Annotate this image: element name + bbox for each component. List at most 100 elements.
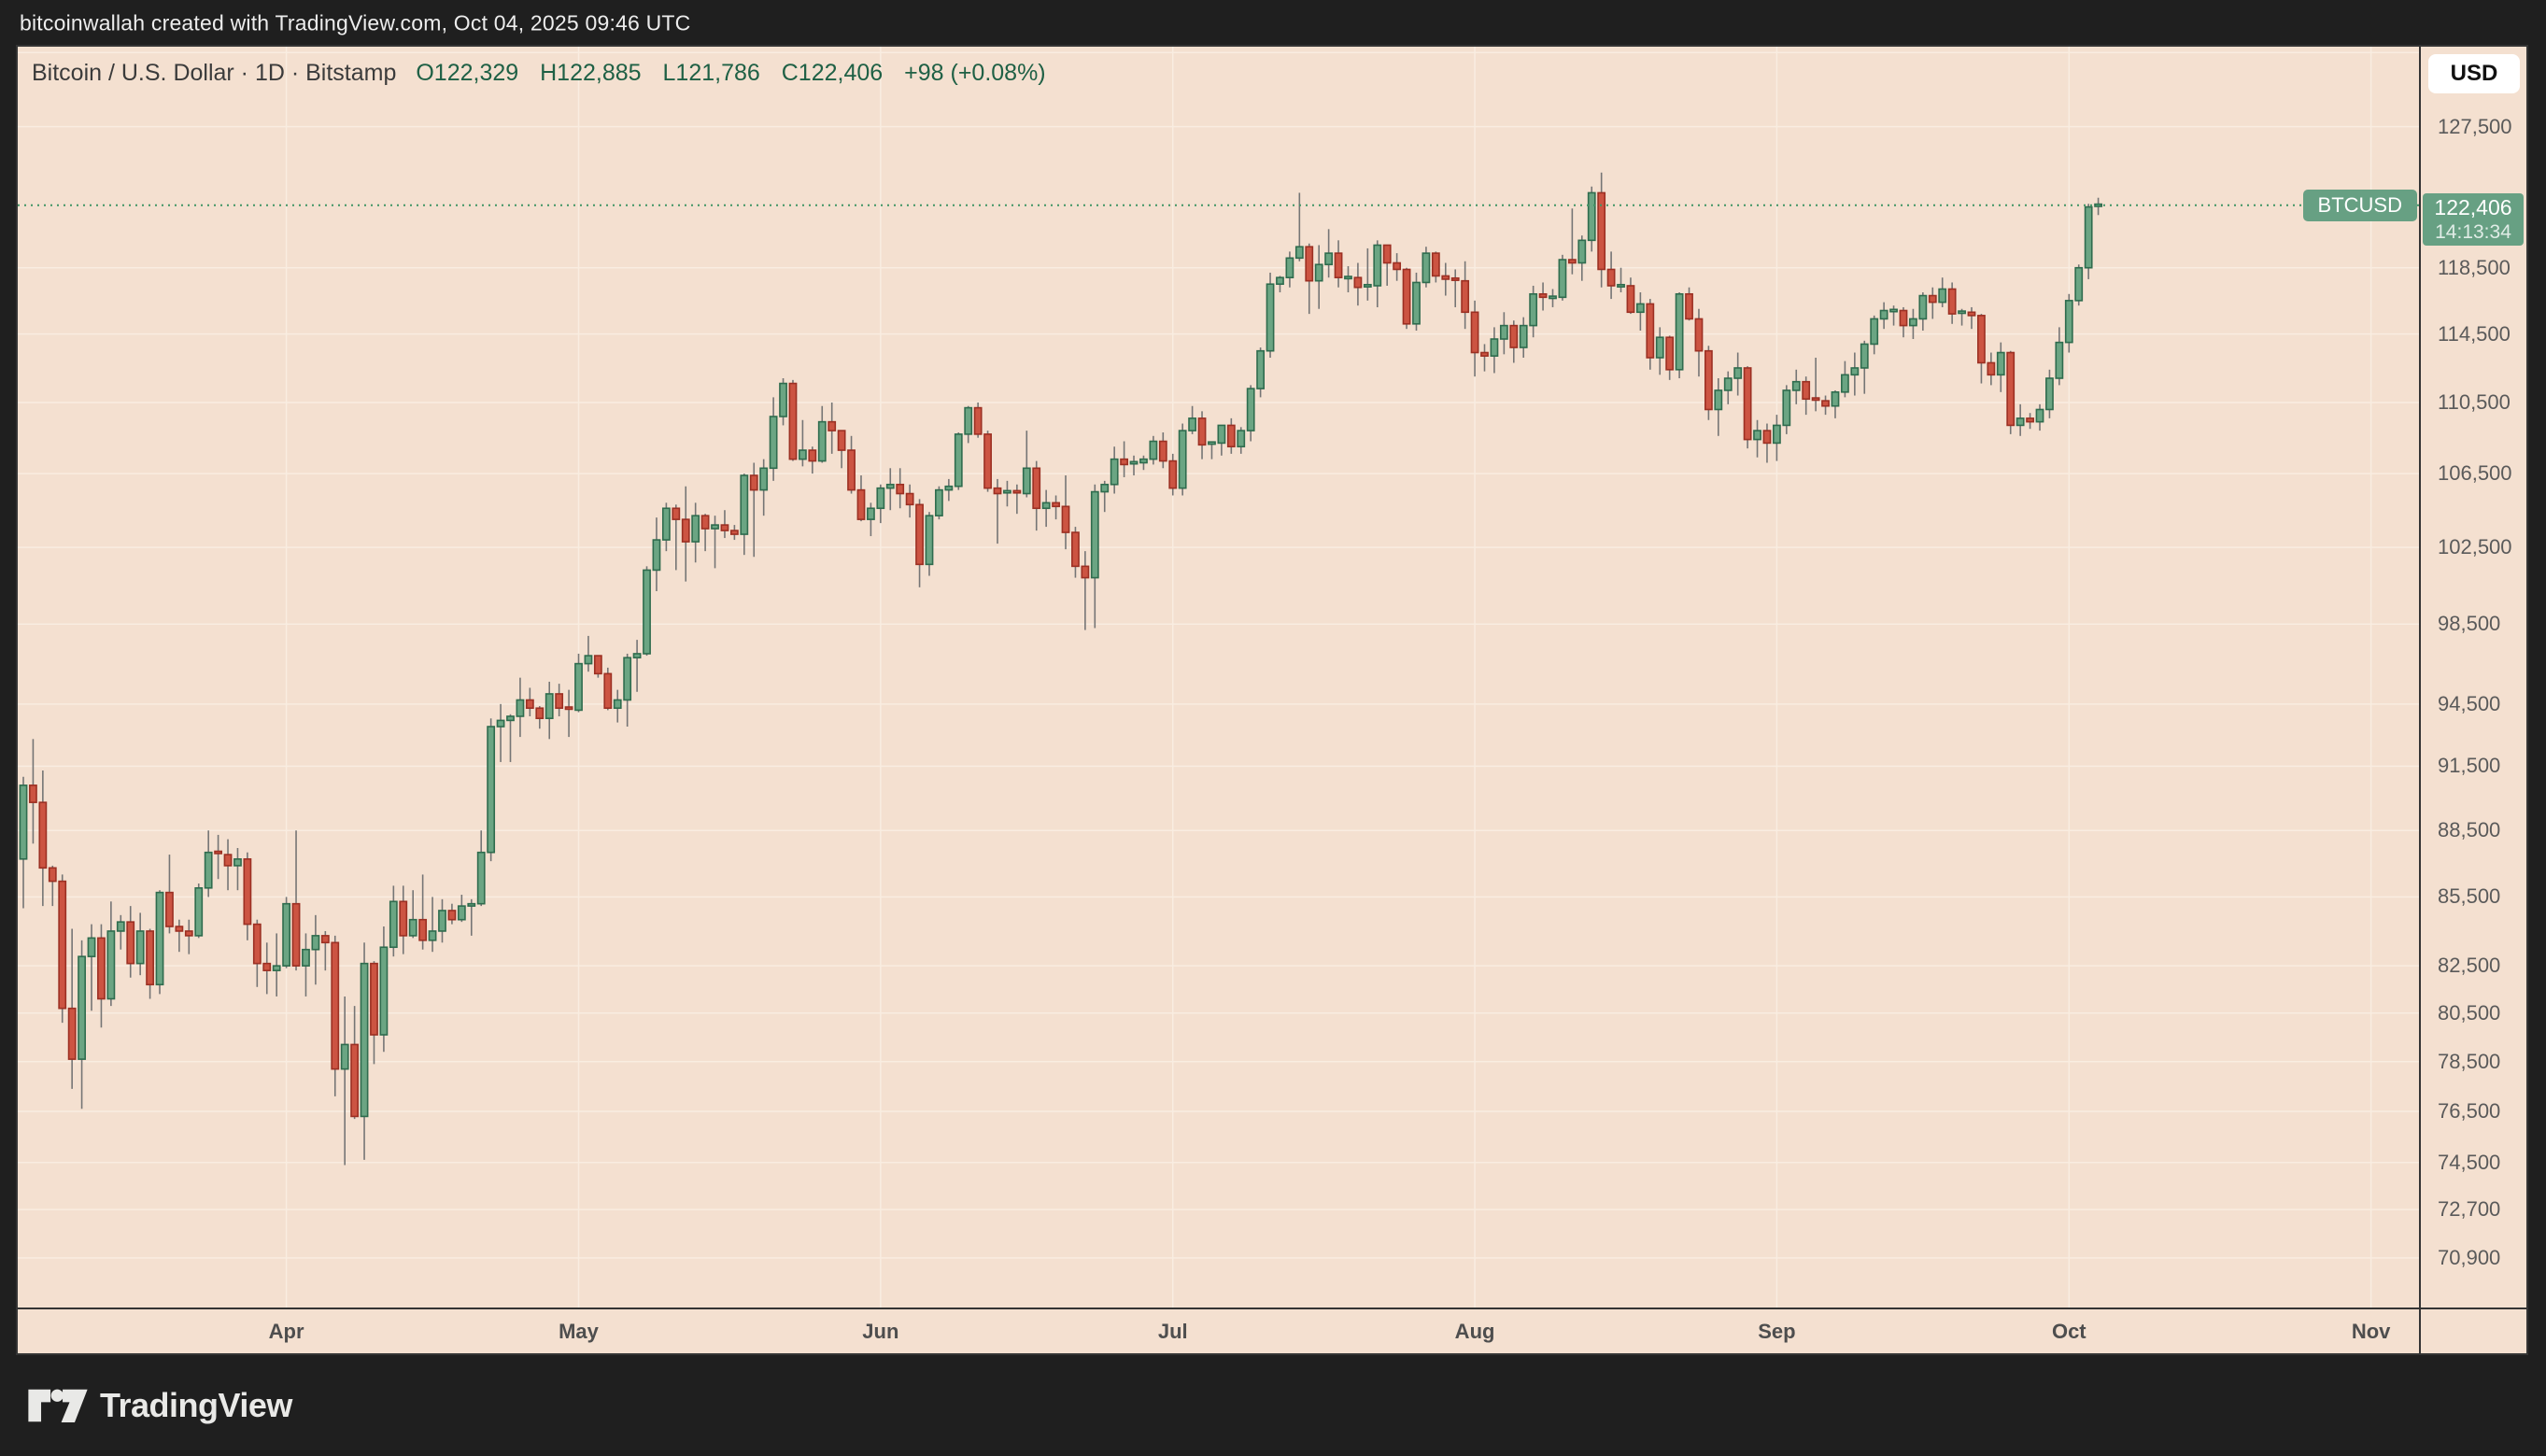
- candle: [700, 514, 710, 552]
- candle: [1003, 480, 1011, 507]
- candle: [487, 718, 496, 862]
- candle-body: [1879, 309, 1888, 320]
- candle-body: [1226, 424, 1236, 448]
- time-axis-label: Jul: [1157, 1319, 1188, 1343]
- candle-body: [1003, 489, 1011, 494]
- attribution-bar: bitcoinwallah created with TradingView.c…: [0, 0, 2546, 46]
- candle-body: [1158, 440, 1167, 462]
- candle: [1353, 262, 1363, 306]
- price-axis-label: 118,500: [2438, 255, 2511, 279]
- candlestick-chart[interactable]: [18, 47, 2419, 1308]
- price-axis-label: 114,500: [2438, 321, 2511, 346]
- candle-body: [1646, 303, 1655, 359]
- candle-body: [808, 449, 817, 462]
- candle-body: [2016, 417, 2025, 427]
- candle: [350, 1006, 360, 1120]
- candle-body: [1743, 367, 1752, 441]
- chart-frame: Bitcoin / U.S. Dollar · 1D · Bitstamp O1…: [16, 45, 2528, 1355]
- candle: [1256, 347, 1266, 398]
- ohlc-low: L121,786: [662, 60, 760, 86]
- candle: [827, 402, 837, 454]
- candle-body: [165, 891, 174, 927]
- candle-body: [1704, 349, 1713, 411]
- candle-body: [1139, 458, 1148, 464]
- footer-bar: TradingView: [0, 1355, 2546, 1456]
- candle-body: [1529, 292, 1538, 327]
- candle-body: [1110, 458, 1119, 486]
- candle-body: [1617, 283, 1625, 288]
- candle-body: [817, 420, 827, 462]
- candle: [1344, 265, 1352, 293]
- candle: [106, 901, 116, 1007]
- candle: [1958, 308, 1966, 326]
- chart-pane[interactable]: Bitcoin / U.S. Dollar · 1D · Bitstamp O1…: [18, 47, 2419, 1308]
- candle-body: [759, 467, 769, 491]
- candle: [564, 689, 573, 738]
- candle: [126, 906, 135, 978]
- symbol-price-label: BTCUSD: [2302, 189, 2417, 221]
- chart-legend: Bitcoin / U.S. Dollar · 1D · Bitstamp O1…: [32, 60, 1061, 87]
- candle-body: [116, 921, 125, 932]
- candle: [1061, 475, 1070, 550]
- candle-body: [1850, 367, 1860, 376]
- candle-body: [1597, 191, 1606, 271]
- candle-body: [1285, 257, 1294, 278]
- candle-body: [399, 900, 408, 937]
- candle: [555, 684, 564, 716]
- candle-body: [272, 965, 281, 971]
- candle: [1646, 299, 1655, 370]
- candle: [2084, 204, 2093, 279]
- candle: [1276, 276, 1284, 293]
- candle: [135, 912, 145, 976]
- candle-body: [2074, 266, 2084, 302]
- candle: [1753, 419, 1761, 458]
- candle-body: [2064, 300, 2073, 344]
- candle: [847, 435, 856, 494]
- candle-body: [691, 515, 700, 543]
- candle: [467, 898, 476, 936]
- candle: [1704, 346, 1713, 420]
- candle-body: [1996, 351, 2005, 376]
- candle: [1635, 292, 1645, 331]
- candle-body: [613, 699, 622, 710]
- candle-body: [19, 785, 28, 860]
- candle: [749, 462, 758, 558]
- candle-body: [993, 487, 1002, 495]
- candle: [837, 430, 846, 469]
- candle-body: [1382, 244, 1392, 264]
- candle: [1782, 385, 1791, 434]
- candle: [1655, 327, 1664, 375]
- candle: [1606, 251, 1616, 300]
- candle-body: [1197, 417, 1207, 446]
- candle: [214, 834, 222, 880]
- candle: [1246, 385, 1255, 442]
- candle-body: [574, 662, 583, 712]
- candle: [1529, 285, 1538, 338]
- candle-body: [1626, 285, 1635, 314]
- candle: [282, 897, 291, 968]
- time-axis[interactable]: Apr May Jun Jul Aug Sep Oct Nov: [18, 1309, 2419, 1353]
- tradingview-logo[interactable]: TradingView: [28, 1384, 292, 1427]
- candle: [1577, 235, 1587, 281]
- candle-body: [1120, 458, 1128, 466]
- time-axis-label: Oct: [2051, 1319, 2086, 1343]
- candle: [1178, 423, 1187, 496]
- candle-body: [1665, 336, 1675, 371]
- candle-body: [1587, 191, 1596, 242]
- currency-button[interactable]: USD: [2428, 54, 2520, 93]
- candle: [925, 512, 934, 576]
- candle: [779, 378, 787, 426]
- candle-body: [1061, 505, 1070, 533]
- candle: [1450, 269, 1460, 307]
- candle-body: [262, 962, 272, 971]
- candle: [2026, 413, 2034, 430]
- candle-body: [1314, 263, 1323, 282]
- change-value: +98 (+0.08%): [904, 60, 1046, 86]
- price-axis[interactable]: USD 122,406 14:13:34 127,500 118,500 114,5…: [2421, 47, 2526, 1308]
- price-axis-label: 88,500: [2438, 818, 2501, 842]
- candle-body: [1393, 262, 1402, 271]
- candle: [389, 885, 398, 957]
- candle-body: [379, 946, 389, 1036]
- candle-body: [1178, 430, 1187, 489]
- candle: [1373, 240, 1382, 307]
